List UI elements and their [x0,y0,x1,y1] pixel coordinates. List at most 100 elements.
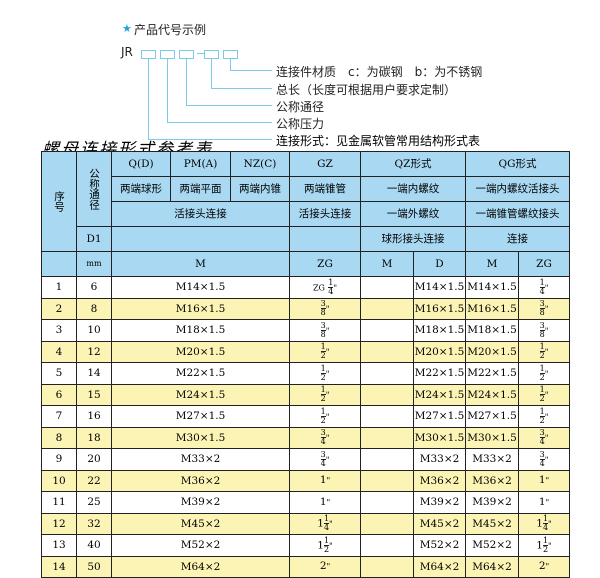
cell-no: 7 [41,405,77,428]
cell-qz-d: M30×1.5 [413,426,466,449]
cell-qg-zg: 1" [518,469,570,492]
cell-no: 13 [41,534,77,557]
header-seq: 序号 [41,151,77,252]
cell-dn: 14 [76,362,112,385]
cell-dn: 8 [76,297,112,320]
header-qg-zg: ZG [518,251,570,277]
header-qg: QG形式 [465,151,570,177]
cell-no: 6 [41,383,77,406]
cell-qg-m: M52×2 [465,534,519,557]
cell-gz: 3 8 " [289,319,361,342]
cell-qg-m: M22×1.5 [465,362,519,385]
cell-qg-m: M39×2 [465,491,519,514]
cell-qg-zg: 1 2 " [518,405,570,428]
header-nz: NZ(C) [230,151,290,177]
table-row: 5 14 M22×1.5 1 2 " M22×1.5 M22×1.5 1 2 " [41,362,570,385]
table-row: 3 10 M18×1.5 3 8 " M18×1.5 M18×1.5 3 8 " [41,319,570,342]
cell-gz: 1 1 2 " [289,534,361,557]
cell-gz: 3 4 " [289,448,361,471]
header-nz2: 两端内锥 [230,176,290,202]
cell-no: 11 [41,491,77,514]
cell-qg-zg: 1" [518,491,570,514]
cell-qg-m: M30×1.5 [465,426,519,449]
cell-qz-d: M20×1.5 [413,340,466,363]
cell-qg-m: M36×2 [465,469,519,492]
cell-qz-d: M18×1.5 [413,319,466,342]
cell-gz: 1 1 4 " [289,512,361,535]
cell-gz: 1 2 " [289,340,361,363]
cell-qg-m: M45×2 [465,512,519,535]
header-gz3: 活接头连接 [289,201,361,227]
cell-no: 12 [41,512,77,535]
cell-gz: 1 2 " [289,405,361,428]
cell-qz-m [360,405,414,428]
label-length: 总长（长度可根据用户要求定制） [276,83,457,97]
cell-qg-zg: 1 1 2 " [518,534,570,557]
cell-gz: 1 2 " [289,362,361,385]
cell-qg-zg: 1 2 " [518,362,570,385]
cell-m: M18×1.5 [111,319,290,342]
cell-qz-d: M14×1.5 [413,276,466,299]
cell-gz: 1" [289,491,361,514]
cell-dn: 12 [76,340,112,363]
cell-qz-d: M33×2 [413,448,466,471]
header-zg: ZG [289,251,361,277]
cell-gz: 3 8 " [289,297,361,320]
cell-qg-m: M20×1.5 [465,340,519,363]
cell-dn: 16 [76,405,112,428]
cell-m: M14×1.5 [111,276,290,299]
cell-qg-m: M16×1.5 [465,297,519,320]
header-m: M [111,251,290,277]
cell-dn: 32 [76,512,112,535]
table-row: 4 12 M20×1.5 1 2 " M20×1.5 M20×1.5 1 2 " [41,340,570,363]
cell-qz-m [360,491,414,514]
header-dn: 公称通径 [76,151,112,227]
cell-qz-d: M52×2 [413,534,466,557]
cell-qz-m [360,340,414,363]
header-gz: GZ [289,151,361,177]
cell-qz-m [360,362,414,385]
label-material: 连接件材质 c：为碳钢 b：为不锈钢 [276,65,483,79]
header-qz3: 一端外螺纹 [360,201,466,227]
label-connection: 连接形式：见金属软管常用结构形式表 [276,134,481,148]
cell-no: 5 [41,362,77,385]
cell-dn: 25 [76,491,112,514]
star-icon: ★ [122,22,132,35]
cell-gz: 1" [289,469,361,492]
cell-m: M52×2 [111,534,290,557]
cell-qz-d: M36×2 [413,469,466,492]
cell-qz-d: M24×1.5 [413,383,466,406]
cell-m: M22×1.5 [111,362,290,385]
table-row: 12 32 M45×2 1 1 4 " M45×2 M45×2 1 1 4 " [41,512,570,535]
cell-dn: 15 [76,383,112,406]
cell-qg-zg: 1 2 " [518,383,570,406]
header-qg3: 一端锥管螺纹接头 [465,201,570,227]
cell-m: M39×2 [111,491,290,514]
cell-m: M33×2 [111,448,290,471]
cell-m: M36×2 [111,469,290,492]
cell-m: M30×1.5 [111,426,290,449]
header-qz2: 一端内螺纹 [360,176,466,202]
cell-no: 4 [41,340,77,363]
cell-dn: 40 [76,534,112,557]
cell-m: M16×1.5 [111,297,290,320]
cell-qg-zg: 3 4 " [518,448,570,471]
cell-qz-m [360,512,414,535]
cell-qz-m [360,534,414,557]
header-qg2: 一端内螺纹活接头 [465,176,570,202]
cell-qz-m [360,448,414,471]
